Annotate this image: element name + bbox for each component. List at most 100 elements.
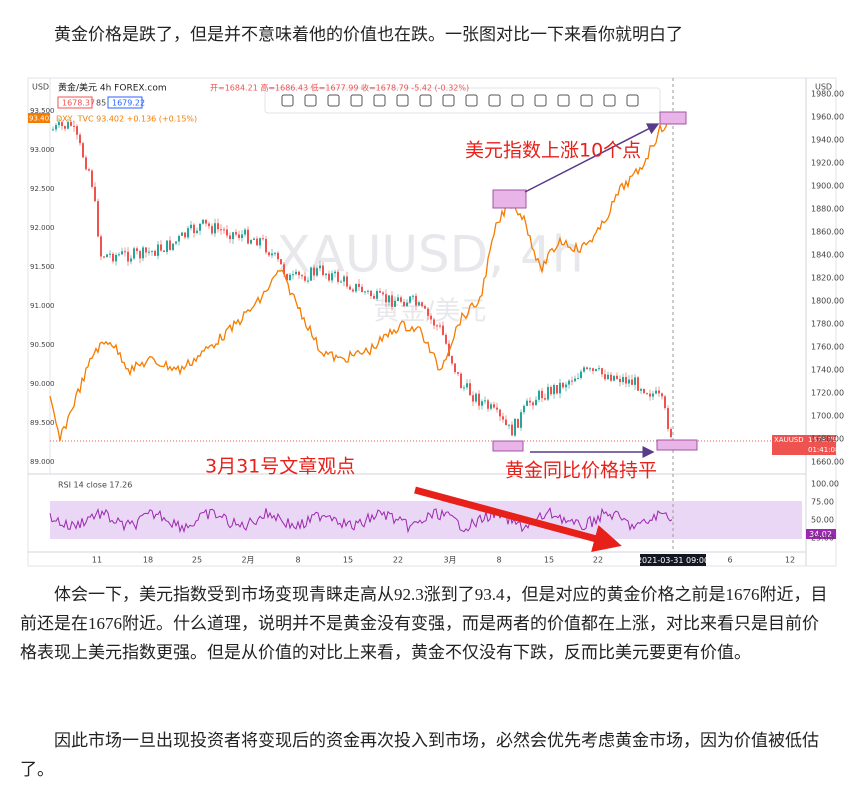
tool-icon[interactable] xyxy=(465,94,478,107)
red-arrow xyxy=(414,486,622,553)
candle xyxy=(250,239,252,244)
x-axis-label: 11 xyxy=(92,556,102,565)
candle xyxy=(178,235,180,242)
right-axis-label: 1800.00 xyxy=(811,297,844,306)
tool-icon[interactable] xyxy=(488,94,501,107)
x-axis-label: 22 xyxy=(393,556,403,565)
candle xyxy=(637,377,639,391)
right-axis-label: 1780.00 xyxy=(811,320,844,329)
tool-icon[interactable] xyxy=(373,94,386,107)
candle xyxy=(109,253,111,255)
candle xyxy=(427,308,429,316)
candle xyxy=(469,383,471,396)
candle xyxy=(118,254,120,256)
highlight-box xyxy=(659,111,687,125)
ask-box[interactable] xyxy=(107,96,143,109)
overlay-price-tag xyxy=(28,113,50,123)
watermark-sub: 黄金/美元 xyxy=(374,297,487,327)
paragraph: 因此市场一旦出现投资者将变现后的资金再次投入到市场，必然会优先考虑黄金市场，因为… xyxy=(20,731,819,779)
candle xyxy=(397,297,399,301)
tool-icon[interactable] xyxy=(350,94,363,107)
bid-box[interactable] xyxy=(57,96,93,109)
candle xyxy=(454,363,456,373)
candle xyxy=(175,241,177,244)
candle xyxy=(235,232,237,235)
left-axis-label: 91.000 xyxy=(30,302,55,310)
candle xyxy=(193,224,195,234)
candle xyxy=(226,229,228,236)
candle xyxy=(241,234,243,239)
candle xyxy=(232,232,234,240)
candle xyxy=(436,325,438,327)
candle xyxy=(508,424,510,426)
candle xyxy=(493,404,495,408)
candle xyxy=(211,226,213,234)
candle xyxy=(157,244,159,256)
symbol: 黄金/美元 4h FOREX.com xyxy=(58,82,167,94)
candle xyxy=(499,409,501,417)
right-axis-label: 1940.00 xyxy=(811,136,844,145)
tool-icon[interactable] xyxy=(534,94,547,107)
x-axis-label: 8 xyxy=(295,556,300,565)
rsi-line xyxy=(49,506,673,534)
candle xyxy=(607,374,609,380)
x-axis-label: 6 xyxy=(727,556,732,565)
candle xyxy=(283,264,285,275)
candle xyxy=(562,382,564,388)
tool-icon[interactable] xyxy=(626,94,639,107)
candle xyxy=(136,248,138,252)
tool-icon[interactable] xyxy=(580,94,593,107)
candle xyxy=(451,355,453,364)
candle xyxy=(472,395,474,402)
drawing-toolbar[interactable] xyxy=(264,87,661,114)
candle xyxy=(319,265,321,269)
x-axis-label: 25 xyxy=(192,556,202,565)
candle xyxy=(55,125,57,130)
tool-icon[interactable] xyxy=(557,94,570,107)
candle xyxy=(337,271,339,282)
candle xyxy=(196,230,198,234)
candle xyxy=(88,169,90,171)
candle xyxy=(556,384,558,394)
candle xyxy=(64,126,66,129)
highlight-box xyxy=(492,440,524,452)
right-axis-label: 1660.00 xyxy=(811,458,844,467)
candle xyxy=(580,371,582,378)
candle xyxy=(358,283,360,287)
rsi-tag-bg xyxy=(806,529,836,539)
candle xyxy=(262,238,264,240)
candle xyxy=(253,238,255,240)
candle xyxy=(205,219,207,224)
candle xyxy=(190,224,192,229)
dxy-line xyxy=(49,116,673,442)
rsi-axis-label: 25.00 xyxy=(811,534,834,543)
right-axis-label: 1900.00 xyxy=(811,182,844,191)
tool-icon[interactable] xyxy=(511,94,524,107)
tool-icon[interactable] xyxy=(396,94,409,107)
candle xyxy=(400,297,402,302)
candle xyxy=(511,424,513,436)
x-axis-label: 18 xyxy=(143,556,153,565)
left-axis-label: 92.000 xyxy=(30,224,55,232)
candle xyxy=(394,300,396,307)
candle xyxy=(85,157,87,170)
candle xyxy=(520,412,522,428)
candle xyxy=(124,251,126,253)
candle xyxy=(649,393,651,397)
candle xyxy=(331,273,333,281)
tool-icon[interactable] xyxy=(442,94,455,107)
tool-icon[interactable] xyxy=(419,94,432,107)
candle xyxy=(322,265,324,276)
candle xyxy=(325,273,327,276)
candle xyxy=(367,290,369,292)
tool-icon[interactable] xyxy=(304,94,317,107)
tool-icon[interactable] xyxy=(281,94,294,107)
x-axis-label: 15 xyxy=(544,556,554,565)
candle xyxy=(265,238,267,253)
tool-icon[interactable] xyxy=(327,94,340,107)
chart-frame xyxy=(27,77,837,567)
left-axis-label: 90.500 xyxy=(30,341,55,349)
candle xyxy=(340,281,342,283)
tool-icon[interactable] xyxy=(603,94,616,107)
